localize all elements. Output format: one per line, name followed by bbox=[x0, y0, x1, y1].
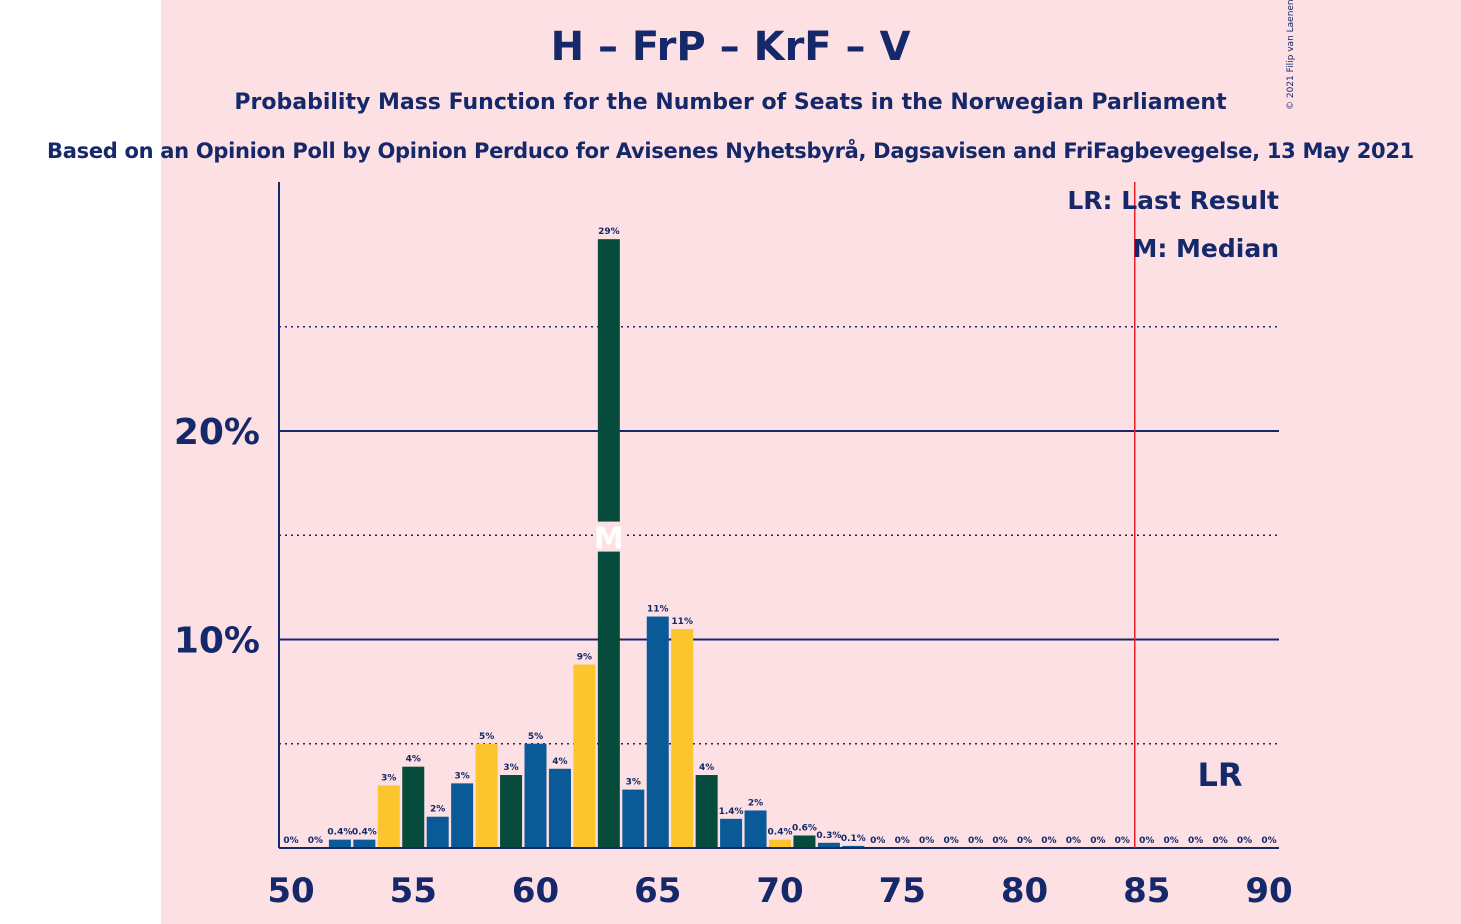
bar-value-label: 0% bbox=[944, 836, 959, 846]
bar-value-label: 0% bbox=[1237, 836, 1252, 846]
bar-seat-61 bbox=[548, 768, 571, 848]
bar-value-label: 0% bbox=[1261, 836, 1276, 846]
median-marker-label: M bbox=[594, 522, 624, 557]
bar-seat-54 bbox=[377, 785, 400, 848]
bar-seat-57 bbox=[451, 783, 474, 848]
bar-value-label: 0% bbox=[1066, 836, 1081, 846]
bar-value-label: 0% bbox=[1188, 836, 1203, 846]
bar-seat-55 bbox=[402, 766, 425, 848]
bar-seat-53 bbox=[353, 839, 376, 848]
bar-value-label: 4% bbox=[699, 763, 714, 773]
bar-value-label: 0% bbox=[1115, 836, 1130, 846]
bar-seat-59 bbox=[500, 775, 523, 848]
x-tick-label: 80 bbox=[1001, 871, 1048, 911]
bar-seat-64 bbox=[622, 789, 645, 848]
bar-value-label: 11% bbox=[671, 617, 693, 627]
bar-value-label: 0% bbox=[283, 836, 298, 846]
bar-seat-73 bbox=[842, 845, 865, 848]
bar-value-label: 3% bbox=[381, 773, 396, 783]
median-marker-box bbox=[592, 521, 625, 552]
bar-seat-56 bbox=[426, 816, 449, 848]
legend-median: M: Median bbox=[1132, 234, 1279, 263]
y-tick-label: 10% bbox=[174, 621, 260, 662]
bar-value-label: 2% bbox=[748, 798, 763, 808]
bar-seat-60 bbox=[524, 743, 547, 848]
bar-value-label: 0% bbox=[968, 836, 983, 846]
bar-value-label: 3% bbox=[455, 771, 470, 781]
bar-value-label: 9% bbox=[577, 653, 592, 663]
chart-background bbox=[161, 0, 1461, 924]
bar-value-label: 0.6% bbox=[792, 823, 817, 833]
bar-seat-71 bbox=[793, 835, 816, 848]
bar-labels: 0% 0%0.4% 0.4%3%4%2%3%5%3%5%4%9%29%3%11%11… bbox=[283, 227, 1276, 846]
bar-value-label: 3% bbox=[503, 763, 518, 773]
bar-seat-67 bbox=[695, 775, 718, 848]
bar-value-label: 1.4% bbox=[719, 807, 744, 817]
gridlines bbox=[279, 325, 1279, 745]
bar-value-label: 0.4% bbox=[327, 828, 352, 838]
chart-subtitle: Probability Mass Function for the Number… bbox=[234, 90, 1227, 115]
bar-seat-69 bbox=[744, 810, 767, 848]
bar-seat-68 bbox=[720, 818, 743, 848]
bar-value-label: 29% bbox=[598, 227, 620, 237]
bar-seat-72 bbox=[817, 842, 840, 848]
bar-value-label: 0.4% bbox=[768, 828, 793, 838]
x-tick-label: 75 bbox=[879, 871, 926, 911]
bar-value-label: 4% bbox=[552, 757, 567, 767]
x-tick-label: 85 bbox=[1123, 871, 1170, 911]
bar-value-label: 0% bbox=[870, 836, 885, 846]
bar-seat-52 bbox=[328, 839, 351, 848]
bar-value-label: 0% bbox=[1041, 836, 1056, 846]
bar-value-label: 3% bbox=[626, 778, 641, 788]
bar-seat-70 bbox=[769, 839, 791, 848]
bar-seat-58 bbox=[475, 743, 498, 848]
bar-seat-66 bbox=[671, 629, 694, 848]
y-tick-label: 20% bbox=[174, 412, 260, 453]
bar-value-label: 0% bbox=[1017, 836, 1032, 846]
bar-value-label: 0% bbox=[1212, 836, 1227, 846]
bar-value-label: 5% bbox=[479, 732, 494, 742]
bar-value-label: 0.4% bbox=[352, 828, 377, 838]
chart-title: H – FrP – KrF – V bbox=[550, 24, 911, 70]
last-result-marker-label: LR bbox=[1197, 756, 1242, 794]
bar-value-label: 0.1% bbox=[841, 834, 866, 844]
x-tick-label: 60 bbox=[512, 871, 559, 911]
bar-value-label: 0% bbox=[992, 836, 1007, 846]
bar-value-label: 11% bbox=[647, 605, 669, 615]
bar-value-label: 5% bbox=[528, 732, 543, 742]
x-tick-label: 90 bbox=[1245, 871, 1292, 911]
bar-seat-65 bbox=[646, 616, 669, 848]
bar-value-label: 0% bbox=[919, 836, 934, 846]
bar-value-label: 0.3% bbox=[816, 831, 841, 841]
axes: 10% 20% 50 55 60 65 70 75 80 85 90 bbox=[174, 182, 1293, 911]
bar-value-label: 0% bbox=[1139, 836, 1154, 846]
bar-value-label: 0% bbox=[308, 836, 323, 846]
bar-value-label: 0% bbox=[895, 836, 910, 846]
bar-value-label: 0% bbox=[1090, 836, 1105, 846]
x-tick-label: 55 bbox=[390, 871, 437, 911]
bar-value-label: 4% bbox=[406, 755, 421, 765]
bar-seat-62 bbox=[573, 664, 596, 848]
bars bbox=[328, 239, 865, 848]
bar-value-label: 0% bbox=[1164, 836, 1179, 846]
markers: M LR LR: Last Result M: Median bbox=[592, 182, 1279, 848]
x-tick-label: 70 bbox=[756, 871, 803, 911]
x-tick-label: 65 bbox=[634, 871, 681, 911]
bar-value-label: 2% bbox=[430, 805, 445, 815]
x-tick-label: 50 bbox=[267, 871, 314, 911]
chart-source: Based on an Opinion Poll by Opinion Perd… bbox=[47, 139, 1414, 163]
legend-last-result: LR: Last Result bbox=[1067, 186, 1279, 215]
